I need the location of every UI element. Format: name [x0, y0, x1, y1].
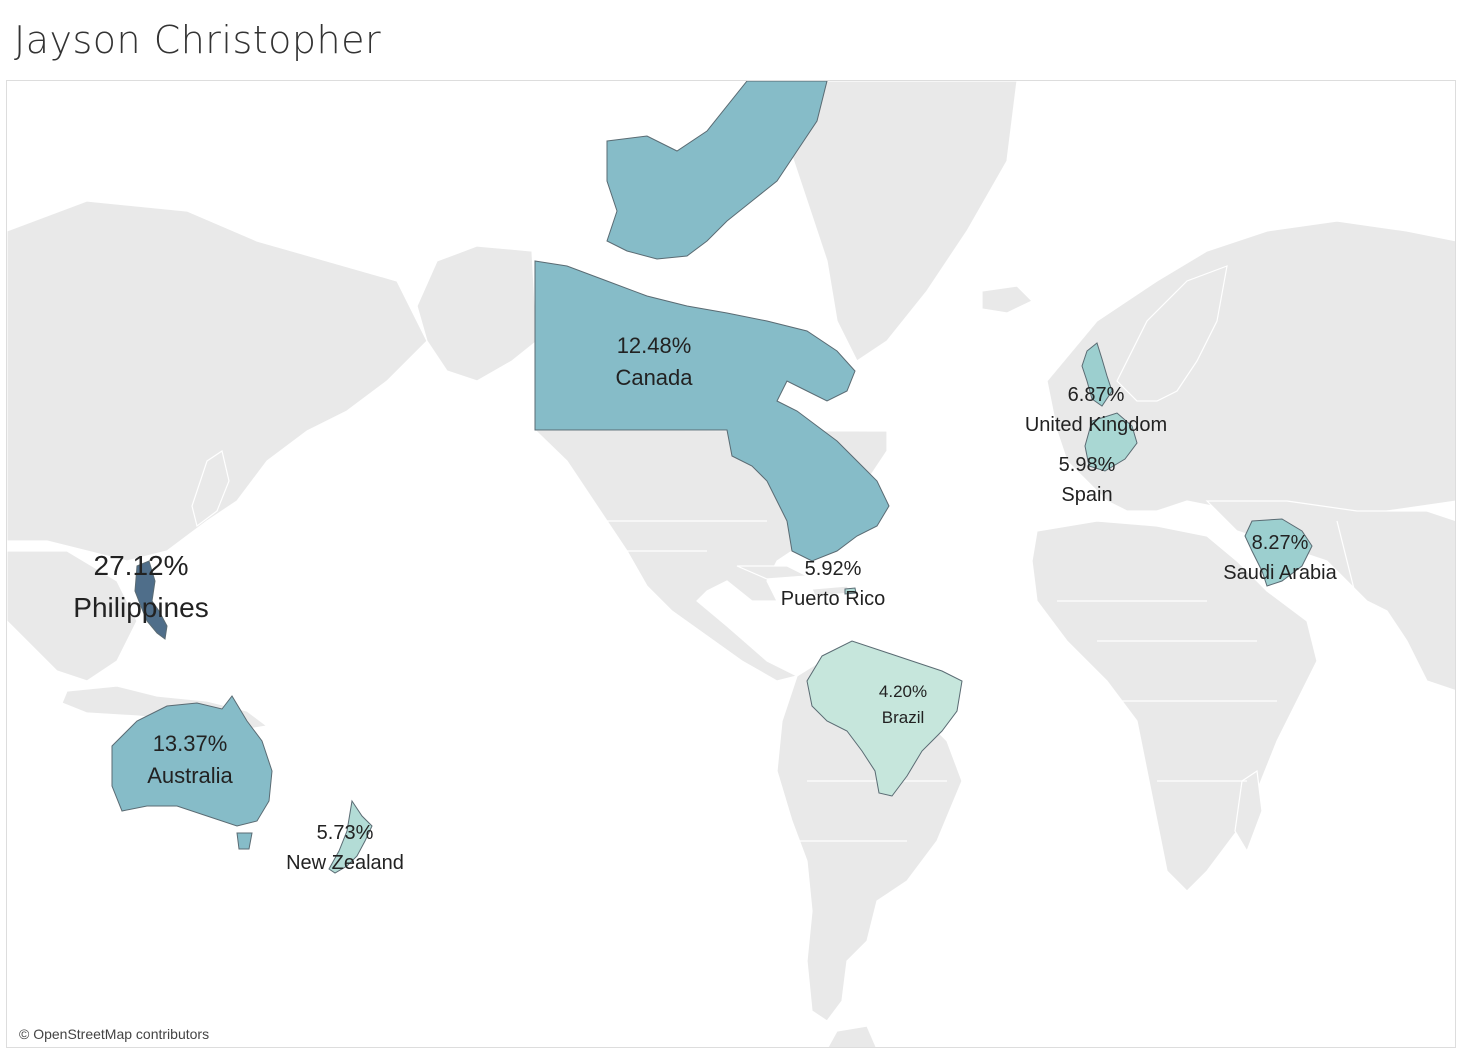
label-philippines-name: Philippines [73, 592, 208, 623]
label-australia-name: Australia [147, 763, 233, 788]
country-canada-islands[interactable] [606, 81, 828, 260]
label-puerto-rico-name: Puerto Rico [781, 588, 886, 610]
label-united-kingdom-name: United Kingdom [1025, 414, 1167, 436]
map-attribution[interactable]: © OpenStreetMap contributors [15, 1025, 214, 1043]
page-title: Jayson Christopher [14, 18, 382, 62]
label-new-zealand-name: New Zealand [286, 852, 404, 874]
label-australia-share: 13.37% [153, 731, 228, 756]
label-united-kingdom-share: 6.87% [1068, 384, 1125, 406]
country-tasmania[interactable] [236, 832, 253, 850]
label-puerto-rico-share: 5.92% [805, 558, 862, 580]
map-labels: 27.12% Philippines 13.37% Australia 12.4… [73, 333, 1337, 874]
label-canada-share: 12.48% [617, 333, 692, 358]
country-united-kingdom[interactable] [1081, 342, 1113, 407]
label-spain-name: Spain [1061, 484, 1112, 506]
country-spain[interactable] [1084, 412, 1138, 472]
country-canada[interactable] [534, 260, 890, 562]
country-puerto-rico[interactable] [844, 587, 857, 595]
country-saudi-arabia[interactable] [1244, 518, 1313, 587]
country-new-zealand[interactable] [328, 799, 373, 874]
country-philippines[interactable] [134, 560, 168, 640]
world-map[interactable]: 27.12% Philippines 13.37% Australia 12.4… [6, 80, 1456, 1048]
label-saudi-arabia-share: 8.27% [1252, 532, 1309, 554]
country-shapes[interactable] [111, 81, 1313, 874]
label-new-zealand-share: 5.73% [317, 822, 374, 844]
label-saudi-arabia-name: Saudi Arabia [1223, 562, 1337, 584]
label-philippines-share: 27.12% [94, 550, 189, 581]
country-australia[interactable] [111, 695, 273, 827]
label-brazil-name: Brazil [882, 708, 925, 727]
map-canvas[interactable]: 27.12% Philippines 13.37% Australia 12.4… [7, 81, 1456, 1048]
label-spain-share: 5.98% [1059, 454, 1116, 476]
label-brazil-share: 4.20% [879, 682, 927, 701]
country-brazil[interactable] [806, 640, 963, 797]
label-canada-name: Canada [615, 365, 693, 390]
